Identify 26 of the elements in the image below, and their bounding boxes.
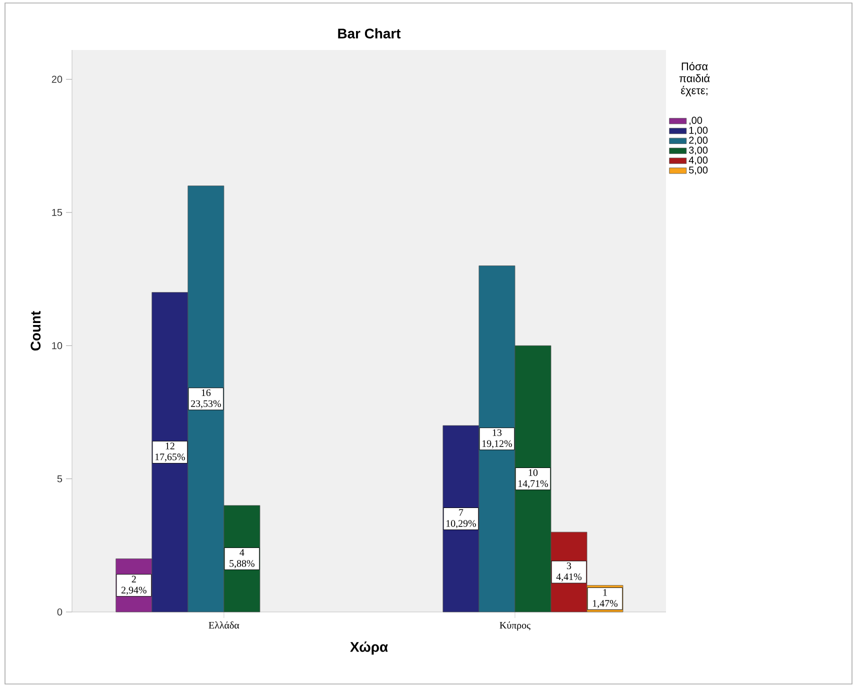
y-axis-title: Count — [30, 311, 41, 351]
data-label: 4 5,88% — [230, 549, 254, 568]
data-label: 7 10,29% — [446, 509, 476, 528]
data-label: 3 4,41% — [556, 562, 582, 582]
x-axis-title: Χώρα — [350, 641, 388, 655]
data-label: 16 23,53% — [191, 389, 221, 408]
y-tick-label: 5 — [57, 475, 62, 482]
y-tick-label: 20 — [52, 76, 62, 83]
data-label: 13 19,12% — [482, 429, 512, 448]
legend-label: 2,00 — [689, 136, 708, 145]
legend-label: 3,00 — [688, 146, 708, 155]
data-label: 12 17,65% — [155, 442, 185, 462]
legend-title: Πόσα παιδιά έχετε; — [679, 62, 710, 96]
y-tick-label: 0 — [57, 608, 62, 616]
y-tick-label: 10 — [52, 342, 62, 350]
data-label: 2 2,94% — [121, 576, 146, 595]
legend-label: 1,00 — [689, 126, 708, 135]
legend-label: 5,00 — [688, 166, 708, 175]
legend-label: ,00 — [689, 116, 702, 126]
legend-label: 4,00 — [688, 156, 708, 165]
x-tick-label: Κύπρος — [500, 622, 530, 631]
x-tick-label: Ελλάδα — [208, 622, 240, 629]
y-tick-label: 15 — [52, 208, 62, 216]
data-label: 10 14,71% — [518, 469, 548, 488]
chart-title: Bar Chart — [338, 28, 401, 38]
data-label: 1 1,47% — [592, 589, 618, 608]
